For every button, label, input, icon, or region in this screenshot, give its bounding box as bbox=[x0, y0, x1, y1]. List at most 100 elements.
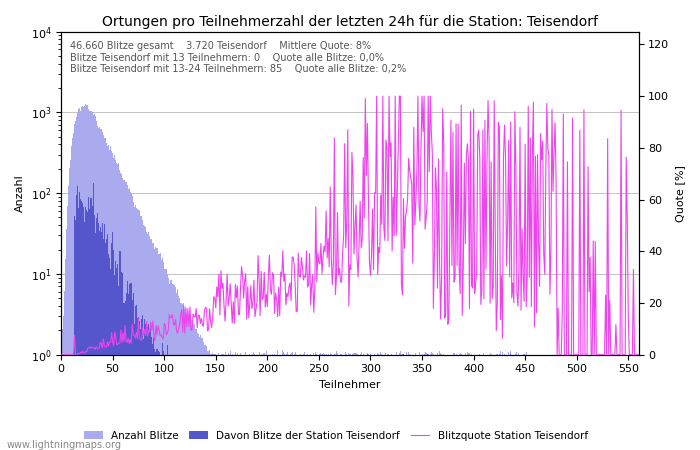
Bar bbox=[232, 354, 233, 450]
Bar bbox=[99, 231, 100, 450]
Bar bbox=[230, 351, 231, 450]
Bar bbox=[548, 364, 550, 450]
Bar bbox=[471, 400, 472, 450]
Bar bbox=[282, 350, 284, 450]
Bar bbox=[546, 355, 547, 450]
Bar bbox=[543, 355, 544, 450]
Bar bbox=[203, 429, 204, 450]
Bar bbox=[491, 409, 493, 450]
Bar bbox=[633, 394, 634, 450]
Bar bbox=[444, 423, 445, 450]
Bar bbox=[96, 218, 97, 450]
Bar bbox=[306, 355, 307, 450]
Bar bbox=[514, 355, 515, 450]
Bar bbox=[497, 410, 498, 450]
Bar bbox=[106, 239, 107, 450]
Bar bbox=[274, 354, 275, 450]
Bar bbox=[334, 354, 335, 450]
Bar bbox=[276, 355, 277, 450]
Bar bbox=[160, 360, 162, 450]
Bar bbox=[480, 355, 482, 450]
Bar bbox=[589, 389, 591, 450]
Bar bbox=[214, 355, 216, 450]
Bar bbox=[486, 364, 487, 450]
Bar bbox=[208, 351, 209, 450]
Bar bbox=[99, 127, 100, 450]
Bar bbox=[417, 359, 419, 450]
Bar bbox=[519, 355, 521, 450]
Bar bbox=[403, 354, 404, 450]
Bar bbox=[266, 441, 267, 450]
Bar bbox=[196, 414, 197, 450]
Bar bbox=[509, 355, 510, 450]
Bar bbox=[166, 358, 167, 450]
Bar bbox=[167, 274, 168, 450]
Bar bbox=[343, 355, 344, 450]
Bar bbox=[190, 433, 192, 450]
Bar bbox=[351, 359, 352, 450]
Bar bbox=[170, 360, 171, 450]
Bar bbox=[475, 400, 476, 450]
Blitzquote Station Teisendorf bbox=[62, 352, 71, 357]
Bar bbox=[301, 355, 302, 450]
Bar bbox=[373, 355, 374, 450]
Bar bbox=[203, 342, 204, 450]
Bar bbox=[599, 355, 600, 450]
Bar bbox=[610, 355, 611, 450]
Bar bbox=[202, 441, 203, 450]
Bar bbox=[246, 355, 247, 450]
Bar bbox=[76, 195, 77, 450]
Bar bbox=[463, 393, 464, 450]
Bar bbox=[486, 355, 487, 450]
Bar bbox=[121, 272, 122, 450]
Bar bbox=[186, 314, 188, 450]
Bar bbox=[426, 371, 427, 450]
Bar bbox=[550, 355, 552, 450]
Bar bbox=[537, 364, 538, 450]
Bar bbox=[356, 354, 358, 450]
Bar bbox=[298, 446, 299, 450]
Bar bbox=[235, 352, 236, 450]
Bar bbox=[134, 324, 135, 450]
Bar bbox=[436, 355, 437, 450]
Bar bbox=[77, 186, 78, 450]
Y-axis label: Quote [%]: Quote [%] bbox=[675, 165, 685, 221]
Bar bbox=[260, 355, 262, 450]
Bar bbox=[379, 355, 380, 450]
Bar bbox=[587, 355, 589, 450]
Bar bbox=[209, 440, 210, 450]
Bar bbox=[171, 373, 172, 450]
Bar bbox=[247, 443, 248, 450]
Bar bbox=[605, 406, 606, 450]
Bar bbox=[482, 355, 484, 450]
Bar bbox=[534, 355, 535, 450]
Bar bbox=[443, 361, 444, 450]
Bar bbox=[210, 442, 211, 450]
Bar bbox=[447, 430, 448, 450]
Bar bbox=[335, 354, 336, 450]
Bar bbox=[442, 356, 443, 450]
Bar bbox=[427, 354, 428, 450]
Bar bbox=[329, 355, 330, 450]
Bar bbox=[603, 355, 604, 450]
Bar bbox=[379, 372, 380, 450]
Bar bbox=[601, 355, 602, 450]
Bar bbox=[318, 355, 319, 450]
Bar bbox=[382, 409, 384, 450]
Bar bbox=[405, 384, 406, 450]
Bar bbox=[157, 248, 158, 450]
Bar bbox=[299, 355, 300, 450]
Bar bbox=[515, 365, 517, 450]
Bar bbox=[207, 351, 208, 450]
Bar bbox=[378, 414, 379, 450]
Bar bbox=[305, 355, 306, 450]
Bar bbox=[360, 352, 362, 450]
Bar bbox=[149, 236, 150, 450]
Bar bbox=[97, 126, 98, 450]
Bar bbox=[150, 328, 151, 450]
Bar bbox=[540, 360, 541, 450]
Bar bbox=[225, 355, 227, 450]
Bar bbox=[337, 438, 338, 450]
Bar bbox=[408, 409, 409, 450]
Bar bbox=[168, 278, 169, 450]
